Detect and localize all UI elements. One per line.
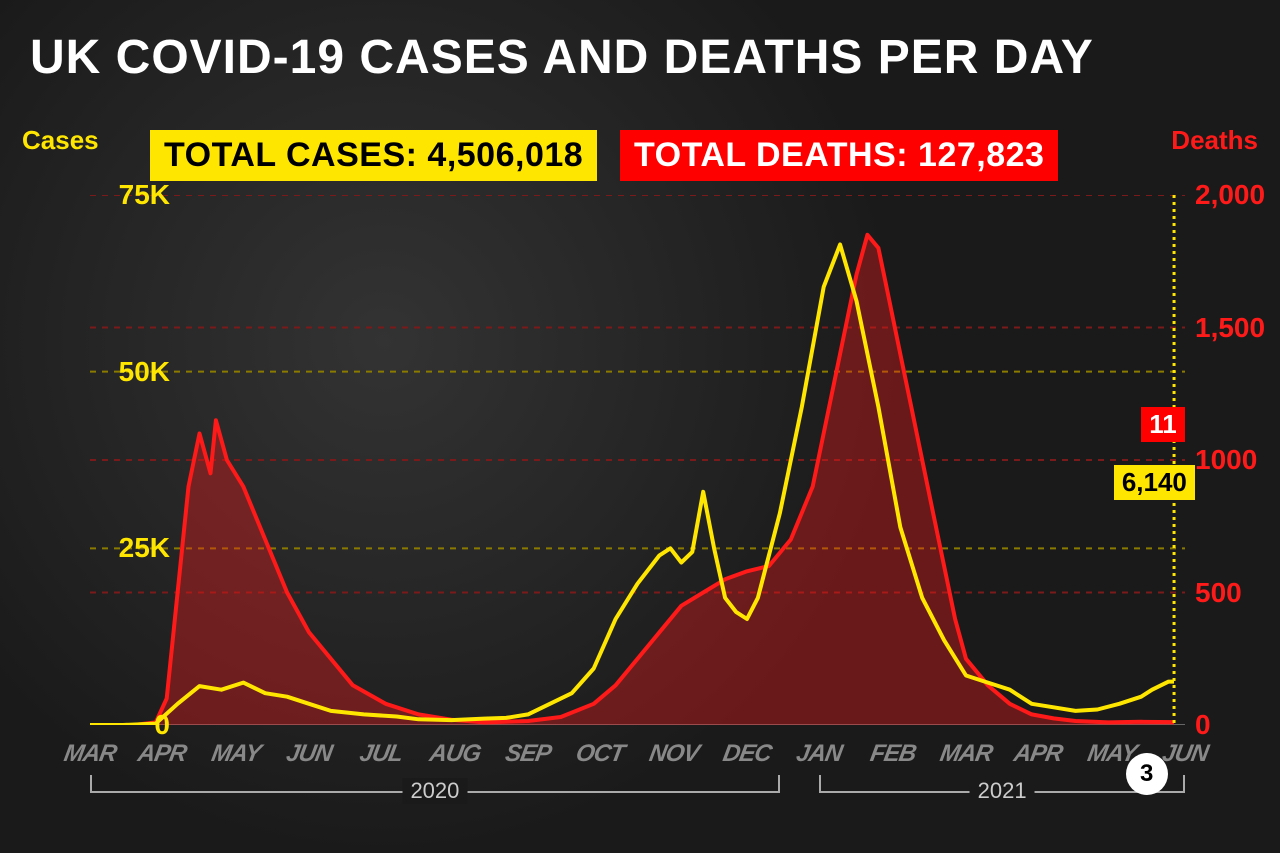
covid-chart [90,195,1185,725]
y-right-tick: 500 [1195,577,1242,609]
total-cases-badge: TOTAL CASES: 4,506,018 [150,130,597,181]
date-marker-circle: 3 [1126,753,1168,795]
y-left-tick: 75K [100,179,170,211]
x-tick: SEP [503,740,553,768]
x-tick: FEB [868,740,918,768]
y-right-tick: 0 [1195,709,1211,741]
x-tick: JUN [1160,740,1210,768]
x-tick: JUN [284,740,334,768]
left-axis-label: Cases [22,125,99,156]
x-tick: AUG [427,740,482,768]
cases-callout: 6,140 [1114,465,1195,500]
x-tick: JUL [358,740,405,768]
y-right-tick: 1000 [1195,444,1257,476]
x-tick: MAR [62,740,119,768]
year-label: 2020 [402,778,467,804]
deaths-callout: 11 [1141,407,1185,442]
x-tick: NOV [647,740,701,768]
x-tick: JAN [794,740,844,768]
x-tick: APR [136,740,189,768]
x-tick: APR [1012,740,1065,768]
y-left-tick: 50K [100,356,170,388]
y-right-tick: 2,000 [1195,179,1265,211]
chart-title: UK COVID-19 CASES AND DEATHS PER DAY [30,30,1094,85]
y-left-tick: 0 [100,709,170,741]
x-tick: MAR [938,740,995,768]
x-tick: DEC [721,740,774,768]
y-left-tick: 25K [100,532,170,564]
total-deaths-badge: TOTAL DEATHS: 127,823 [620,130,1058,181]
y-right-tick: 1,500 [1195,312,1265,344]
x-tick: MAY [209,740,262,768]
right-axis-label: Deaths [1171,125,1258,156]
x-tick: OCT [574,740,627,768]
year-label: 2021 [970,778,1035,804]
